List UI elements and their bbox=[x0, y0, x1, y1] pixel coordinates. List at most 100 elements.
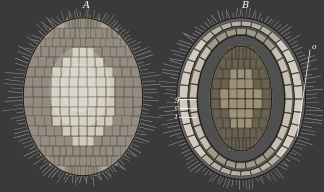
Polygon shape bbox=[102, 48, 109, 57]
Polygon shape bbox=[239, 49, 243, 59]
Polygon shape bbox=[215, 153, 227, 166]
Polygon shape bbox=[200, 46, 211, 60]
Polygon shape bbox=[210, 46, 272, 151]
Polygon shape bbox=[87, 48, 94, 57]
Polygon shape bbox=[40, 38, 46, 47]
Polygon shape bbox=[57, 137, 64, 146]
Polygon shape bbox=[112, 127, 120, 136]
Polygon shape bbox=[123, 107, 133, 117]
Polygon shape bbox=[222, 109, 229, 118]
Polygon shape bbox=[260, 67, 267, 77]
Polygon shape bbox=[42, 137, 48, 146]
Polygon shape bbox=[104, 127, 111, 136]
Polygon shape bbox=[206, 37, 219, 51]
Polygon shape bbox=[35, 67, 43, 77]
Polygon shape bbox=[27, 67, 35, 77]
Polygon shape bbox=[191, 112, 200, 127]
Polygon shape bbox=[81, 28, 85, 37]
Polygon shape bbox=[246, 88, 254, 98]
Polygon shape bbox=[254, 99, 261, 108]
Polygon shape bbox=[245, 120, 252, 130]
Polygon shape bbox=[47, 146, 52, 156]
Polygon shape bbox=[194, 125, 205, 139]
Polygon shape bbox=[30, 127, 37, 136]
Polygon shape bbox=[60, 97, 69, 107]
Polygon shape bbox=[236, 49, 239, 59]
Polygon shape bbox=[115, 87, 124, 97]
Polygon shape bbox=[40, 146, 46, 156]
Polygon shape bbox=[202, 31, 214, 43]
Polygon shape bbox=[53, 117, 61, 126]
Polygon shape bbox=[237, 79, 245, 89]
Polygon shape bbox=[42, 107, 51, 116]
Text: B: B bbox=[241, 1, 248, 10]
Polygon shape bbox=[86, 156, 91, 166]
Polygon shape bbox=[252, 119, 259, 128]
Polygon shape bbox=[237, 109, 245, 118]
Polygon shape bbox=[276, 40, 288, 52]
Polygon shape bbox=[250, 46, 254, 57]
Polygon shape bbox=[97, 87, 105, 97]
Polygon shape bbox=[246, 159, 257, 169]
Polygon shape bbox=[95, 18, 97, 27]
Polygon shape bbox=[107, 156, 112, 166]
Polygon shape bbox=[188, 49, 200, 62]
Polygon shape bbox=[71, 127, 78, 136]
Polygon shape bbox=[237, 78, 245, 88]
Polygon shape bbox=[120, 146, 126, 156]
Polygon shape bbox=[63, 58, 70, 67]
Polygon shape bbox=[237, 99, 245, 109]
Polygon shape bbox=[229, 79, 237, 89]
Polygon shape bbox=[106, 77, 114, 87]
Polygon shape bbox=[54, 156, 59, 166]
Polygon shape bbox=[64, 47, 71, 57]
Polygon shape bbox=[250, 49, 254, 59]
Polygon shape bbox=[236, 163, 246, 169]
Polygon shape bbox=[243, 46, 246, 56]
Polygon shape bbox=[60, 146, 66, 156]
Polygon shape bbox=[254, 109, 262, 119]
Ellipse shape bbox=[62, 64, 98, 111]
Polygon shape bbox=[255, 155, 266, 166]
Polygon shape bbox=[228, 46, 231, 56]
Polygon shape bbox=[233, 129, 238, 138]
Polygon shape bbox=[97, 117, 104, 126]
Polygon shape bbox=[238, 59, 243, 68]
Polygon shape bbox=[220, 109, 228, 119]
Polygon shape bbox=[277, 57, 289, 73]
Polygon shape bbox=[190, 112, 201, 127]
Polygon shape bbox=[294, 86, 303, 98]
Polygon shape bbox=[125, 48, 132, 57]
Polygon shape bbox=[261, 79, 268, 88]
Text: c: c bbox=[175, 104, 179, 112]
Polygon shape bbox=[219, 130, 225, 140]
Polygon shape bbox=[228, 88, 237, 98]
Polygon shape bbox=[88, 67, 96, 77]
Polygon shape bbox=[189, 98, 198, 113]
Polygon shape bbox=[107, 87, 114, 96]
Polygon shape bbox=[291, 73, 302, 86]
Polygon shape bbox=[220, 22, 232, 30]
Polygon shape bbox=[131, 117, 140, 126]
Polygon shape bbox=[241, 21, 252, 27]
Polygon shape bbox=[254, 154, 267, 166]
Polygon shape bbox=[199, 136, 212, 151]
Polygon shape bbox=[102, 156, 107, 166]
Polygon shape bbox=[193, 124, 205, 140]
Polygon shape bbox=[246, 99, 254, 109]
Polygon shape bbox=[214, 79, 221, 89]
Polygon shape bbox=[230, 69, 237, 79]
Polygon shape bbox=[190, 70, 201, 85]
Polygon shape bbox=[107, 97, 114, 106]
Polygon shape bbox=[257, 57, 262, 67]
Polygon shape bbox=[271, 47, 283, 61]
Polygon shape bbox=[124, 77, 132, 87]
Polygon shape bbox=[97, 97, 105, 106]
Polygon shape bbox=[23, 18, 143, 176]
Polygon shape bbox=[70, 67, 78, 77]
Polygon shape bbox=[72, 18, 75, 27]
Polygon shape bbox=[262, 89, 270, 98]
Polygon shape bbox=[237, 67, 245, 78]
Polygon shape bbox=[259, 69, 266, 79]
Polygon shape bbox=[246, 29, 257, 37]
